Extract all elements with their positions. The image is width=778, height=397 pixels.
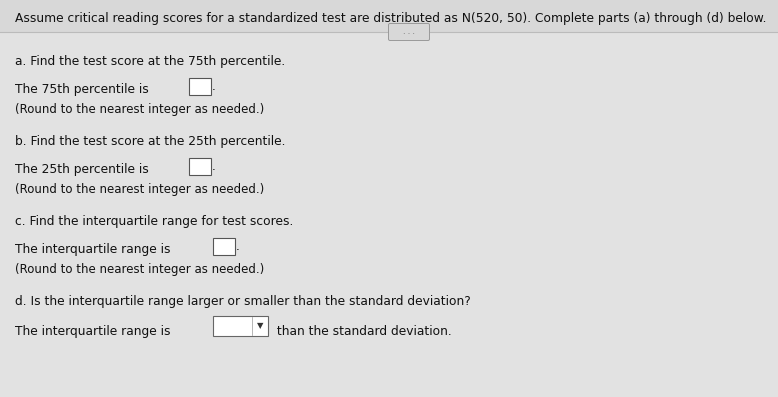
Text: (Round to the nearest integer as needed.): (Round to the nearest integer as needed.… (15, 263, 265, 276)
Bar (189, 158, 211, 175)
Text: . . .: . . . (403, 27, 415, 37)
Text: The interquartile range is: The interquartile range is (15, 325, 174, 338)
Text: .: . (212, 160, 216, 173)
Text: b. Find the test score at the 25th percentile.: b. Find the test score at the 25th perce… (15, 135, 286, 148)
Text: Assume critical reading scores for a standardized test are distributed as N(520,: Assume critical reading scores for a sta… (15, 12, 766, 25)
Text: than the standard deviation.: than the standard deviation. (273, 325, 452, 338)
Bar (189, 78, 211, 95)
Text: ▼: ▼ (257, 322, 263, 330)
Text: .: . (236, 240, 240, 253)
Text: The 25th percentile is: The 25th percentile is (15, 163, 152, 176)
Text: The 75th percentile is: The 75th percentile is (15, 83, 152, 96)
Text: .: . (212, 80, 216, 93)
Bar (213, 238, 235, 255)
Bar (0, 0, 778, 32)
FancyBboxPatch shape (388, 23, 429, 40)
Text: a. Find the test score at the 75th percentile.: a. Find the test score at the 75th perce… (15, 55, 286, 68)
Text: d. Is the interquartile range larger or smaller than the standard deviation?: d. Is the interquartile range larger or … (15, 295, 471, 308)
Text: c. Find the interquartile range for test scores.: c. Find the interquartile range for test… (15, 215, 293, 228)
Text: (Round to the nearest integer as needed.): (Round to the nearest integer as needed.… (15, 183, 265, 196)
Bar (213, 316, 268, 336)
Text: The interquartile range is: The interquartile range is (15, 243, 174, 256)
Text: (Round to the nearest integer as needed.): (Round to the nearest integer as needed.… (15, 103, 265, 116)
